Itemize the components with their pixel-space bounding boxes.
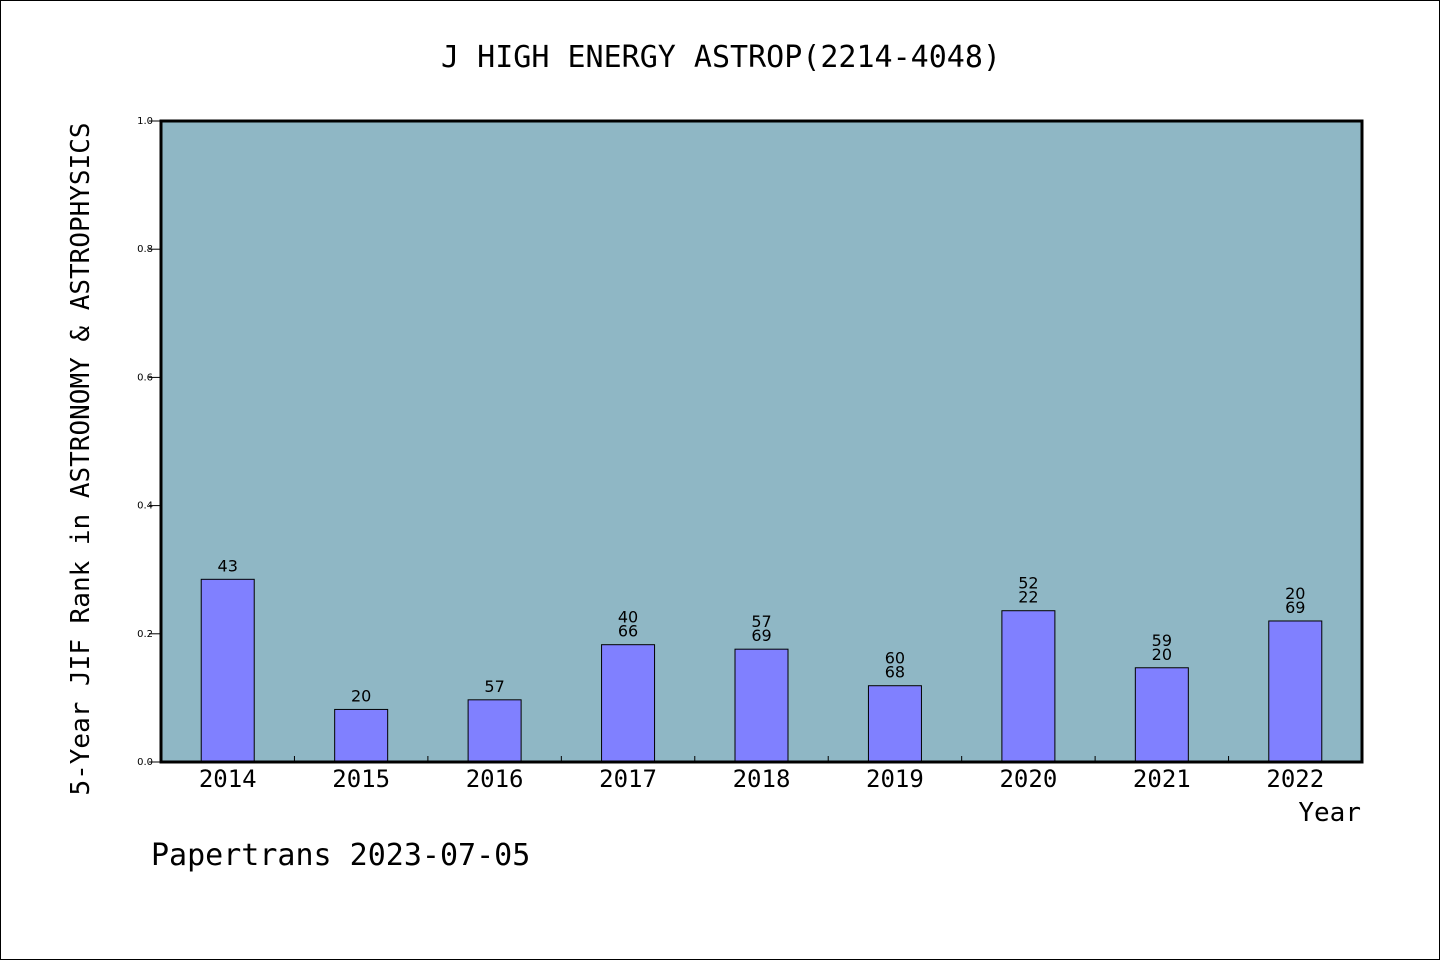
- bar-data-label: 40: [618, 608, 638, 627]
- bar-data-label: 20: [351, 686, 371, 705]
- x-tick-label: 2019: [866, 765, 924, 793]
- y-tick-label: 0.4: [137, 501, 153, 512]
- bar-data-label: 20: [1285, 584, 1305, 603]
- bar-data-label: 20: [1152, 645, 1172, 664]
- bar-data-label: 60: [885, 649, 905, 668]
- footer-text: Papertrans 2023-07-05: [151, 838, 530, 873]
- bar-2018: [734, 648, 789, 763]
- bar-2014: [200, 578, 255, 763]
- bar-data-label: 69: [1285, 598, 1305, 617]
- bar-2015: [334, 708, 389, 763]
- y-axis-title: 5-Year JIF Rank in ASTRONOMY & ASTROPHYS…: [66, 122, 96, 795]
- bar-2020: [1001, 610, 1056, 763]
- bar-data-label: 59: [1152, 631, 1172, 650]
- x-axis: 2014 2015 2016 2017 2018 2019 2020 2021 2022: [199, 756, 1324, 793]
- x-tick-label: 2018: [733, 765, 791, 793]
- x-tick-label: 2015: [332, 765, 390, 793]
- x-tick-label: 2022: [1266, 765, 1324, 793]
- bar-2022: [1268, 620, 1323, 763]
- chart-title: J HIGH ENERGY ASTROP(2214-4048): [441, 40, 1001, 75]
- bar-data-label: 43: [218, 556, 238, 575]
- y-axis: 0.0 0.2 0.4 0.6 0.8 1.0: [137, 116, 161, 768]
- x-tick-label: 2020: [999, 765, 1057, 793]
- bars-layer: [200, 578, 1323, 763]
- bar-2021: [1134, 667, 1189, 763]
- y-tick-label: 0.2: [137, 629, 153, 640]
- bar-data-label: 57: [484, 677, 504, 696]
- bar-2017: [601, 644, 656, 763]
- x-tick-label: 2014: [199, 765, 257, 793]
- plot-border: [159, 119, 1364, 764]
- y-tick-label: 0.6: [137, 372, 153, 383]
- bar-2016: [467, 699, 522, 763]
- bar-data-label: 68: [885, 663, 905, 682]
- bar-data-label: 69: [751, 626, 771, 645]
- bar-data-label: 22: [1018, 588, 1038, 607]
- y-tick-label: 0.8: [137, 244, 153, 255]
- bar-data-label: 57: [751, 612, 771, 631]
- x-tick-label: 2016: [466, 765, 524, 793]
- x-axis-title: Year: [1298, 798, 1361, 828]
- x-tick-label: 2021: [1133, 765, 1191, 793]
- bar-data-label: 52: [1018, 574, 1038, 593]
- bar-2019: [867, 685, 922, 763]
- y-tick-label: 1.0: [137, 116, 153, 127]
- bar-data-label: 66: [618, 622, 638, 641]
- x-tick-label: 2017: [599, 765, 657, 793]
- y-tick-label: 0.0: [137, 757, 153, 768]
